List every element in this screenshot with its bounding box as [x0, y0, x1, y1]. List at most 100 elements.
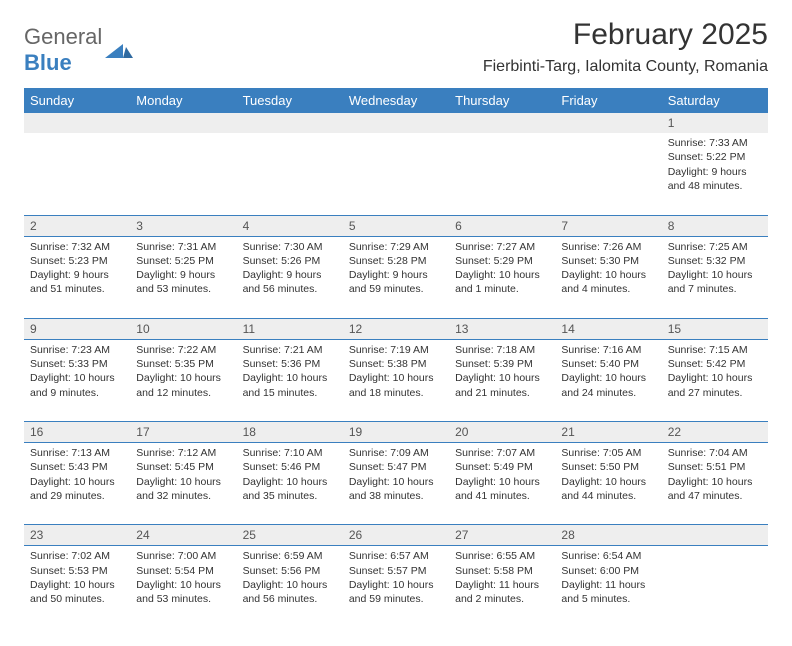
day-number-cell — [237, 113, 343, 133]
daylight-text: Daylight: 10 hours and 41 minutes. — [455, 475, 549, 503]
sunset-text: Sunset: 5:57 PM — [349, 564, 443, 578]
sunset-text: Sunset: 5:26 PM — [243, 254, 337, 268]
weekday-header: Friday — [555, 88, 661, 113]
day-number-cell — [555, 113, 661, 133]
daylight-text: Daylight: 10 hours and 50 minutes. — [30, 578, 124, 606]
sunrise-text: Sunrise: 6:59 AM — [243, 549, 337, 563]
brand-blue: Blue — [24, 50, 72, 75]
day-number-cell — [130, 113, 236, 133]
sunrise-text: Sunrise: 7:15 AM — [668, 343, 762, 357]
sunset-text: Sunset: 5:38 PM — [349, 357, 443, 371]
sunset-text: Sunset: 5:33 PM — [30, 357, 124, 371]
day-detail-cell: Sunrise: 7:18 AMSunset: 5:39 PMDaylight:… — [449, 340, 555, 422]
daylight-text: Daylight: 10 hours and 4 minutes. — [561, 268, 655, 296]
sunset-text: Sunset: 5:46 PM — [243, 460, 337, 474]
weekday-header: Thursday — [449, 88, 555, 113]
day-detail-cell: Sunrise: 7:07 AMSunset: 5:49 PMDaylight:… — [449, 443, 555, 525]
day-detail-cell: Sunrise: 7:23 AMSunset: 5:33 PMDaylight:… — [24, 340, 130, 422]
sunrise-text: Sunrise: 7:10 AM — [243, 446, 337, 460]
day-detail-cell: Sunrise: 7:04 AMSunset: 5:51 PMDaylight:… — [662, 443, 768, 525]
daylight-text: Daylight: 11 hours and 5 minutes. — [561, 578, 655, 606]
day-detail-cell: Sunrise: 7:26 AMSunset: 5:30 PMDaylight:… — [555, 236, 661, 318]
sunset-text: Sunset: 5:51 PM — [668, 460, 762, 474]
daylight-text: Daylight: 9 hours and 51 minutes. — [30, 268, 124, 296]
day-number-cell: 26 — [343, 525, 449, 546]
day-detail-cell: Sunrise: 7:13 AMSunset: 5:43 PMDaylight:… — [24, 443, 130, 525]
day-detail-cell — [449, 133, 555, 215]
sunrise-text: Sunrise: 7:04 AM — [668, 446, 762, 460]
day-number-cell: 6 — [449, 215, 555, 236]
daylight-text: Daylight: 9 hours and 48 minutes. — [668, 165, 762, 193]
daylight-text: Daylight: 11 hours and 2 minutes. — [455, 578, 549, 606]
sunset-text: Sunset: 5:32 PM — [668, 254, 762, 268]
weekday-header: Saturday — [662, 88, 768, 113]
header: General Blue February 2025 Fierbinti-Tar… — [24, 18, 768, 76]
sunset-text: Sunset: 5:49 PM — [455, 460, 549, 474]
daylight-text: Daylight: 10 hours and 27 minutes. — [668, 371, 762, 399]
day-number-cell: 18 — [237, 422, 343, 443]
day-number-cell: 23 — [24, 525, 130, 546]
day-number-row: 232425262728 — [24, 525, 768, 546]
day-detail-row: Sunrise: 7:13 AMSunset: 5:43 PMDaylight:… — [24, 443, 768, 525]
day-number-cell: 12 — [343, 318, 449, 339]
daylight-text: Daylight: 10 hours and 53 minutes. — [136, 578, 230, 606]
daylight-text: Daylight: 10 hours and 38 minutes. — [349, 475, 443, 503]
daylight-text: Daylight: 10 hours and 9 minutes. — [30, 371, 124, 399]
sunset-text: Sunset: 5:30 PM — [561, 254, 655, 268]
weekday-header-row: Sunday Monday Tuesday Wednesday Thursday… — [24, 88, 768, 113]
day-detail-cell: Sunrise: 7:19 AMSunset: 5:38 PMDaylight:… — [343, 340, 449, 422]
day-detail-cell — [343, 133, 449, 215]
day-detail-cell: Sunrise: 7:15 AMSunset: 5:42 PMDaylight:… — [662, 340, 768, 422]
day-number-cell: 19 — [343, 422, 449, 443]
sunset-text: Sunset: 5:42 PM — [668, 357, 762, 371]
daylight-text: Daylight: 10 hours and 56 minutes. — [243, 578, 337, 606]
daylight-text: Daylight: 9 hours and 56 minutes. — [243, 268, 337, 296]
daylight-text: Daylight: 10 hours and 29 minutes. — [30, 475, 124, 503]
title-block: February 2025 Fierbinti-Targ, Ialomita C… — [483, 18, 768, 76]
day-detail-cell: Sunrise: 7:05 AMSunset: 5:50 PMDaylight:… — [555, 443, 661, 525]
sunset-text: Sunset: 5:53 PM — [30, 564, 124, 578]
sunrise-text: Sunrise: 7:29 AM — [349, 240, 443, 254]
sunset-text: Sunset: 5:29 PM — [455, 254, 549, 268]
day-detail-cell: Sunrise: 6:55 AMSunset: 5:58 PMDaylight:… — [449, 546, 555, 628]
day-detail-row: Sunrise: 7:32 AMSunset: 5:23 PMDaylight:… — [24, 236, 768, 318]
calendar-table: Sunday Monday Tuesday Wednesday Thursday… — [24, 88, 768, 628]
day-detail-cell: Sunrise: 7:31 AMSunset: 5:25 PMDaylight:… — [130, 236, 236, 318]
sunrise-text: Sunrise: 6:54 AM — [561, 549, 655, 563]
day-number-row: 16171819202122 — [24, 422, 768, 443]
day-number-cell: 13 — [449, 318, 555, 339]
day-detail-cell: Sunrise: 7:12 AMSunset: 5:45 PMDaylight:… — [130, 443, 236, 525]
daylight-text: Daylight: 10 hours and 24 minutes. — [561, 371, 655, 399]
weekday-header: Sunday — [24, 88, 130, 113]
sunset-text: Sunset: 5:23 PM — [30, 254, 124, 268]
sunset-text: Sunset: 5:47 PM — [349, 460, 443, 474]
day-number-cell: 14 — [555, 318, 661, 339]
sunset-text: Sunset: 5:54 PM — [136, 564, 230, 578]
sunrise-text: Sunrise: 7:18 AM — [455, 343, 549, 357]
day-number-cell — [662, 525, 768, 546]
month-title: February 2025 — [483, 18, 768, 52]
day-detail-cell: Sunrise: 7:25 AMSunset: 5:32 PMDaylight:… — [662, 236, 768, 318]
brand-general: General — [24, 24, 102, 49]
daylight-text: Daylight: 10 hours and 12 minutes. — [136, 371, 230, 399]
sunrise-text: Sunrise: 7:00 AM — [136, 549, 230, 563]
daylight-text: Daylight: 10 hours and 21 minutes. — [455, 371, 549, 399]
day-detail-cell: Sunrise: 7:10 AMSunset: 5:46 PMDaylight:… — [237, 443, 343, 525]
sunrise-text: Sunrise: 7:22 AM — [136, 343, 230, 357]
brand-logo: General Blue — [24, 24, 133, 76]
day-detail-cell: Sunrise: 7:21 AMSunset: 5:36 PMDaylight:… — [237, 340, 343, 422]
daylight-text: Daylight: 10 hours and 1 minute. — [455, 268, 549, 296]
day-detail-cell: Sunrise: 7:02 AMSunset: 5:53 PMDaylight:… — [24, 546, 130, 628]
day-detail-row: Sunrise: 7:02 AMSunset: 5:53 PMDaylight:… — [24, 546, 768, 628]
day-number-cell: 9 — [24, 318, 130, 339]
day-number-cell: 28 — [555, 525, 661, 546]
day-number-cell: 22 — [662, 422, 768, 443]
sunset-text: Sunset: 5:36 PM — [243, 357, 337, 371]
day-number-cell: 24 — [130, 525, 236, 546]
sunrise-text: Sunrise: 7:02 AM — [30, 549, 124, 563]
day-number-cell: 21 — [555, 422, 661, 443]
sunset-text: Sunset: 5:56 PM — [243, 564, 337, 578]
day-number-row: 1 — [24, 113, 768, 133]
day-number-row: 9101112131415 — [24, 318, 768, 339]
weekday-header: Wednesday — [343, 88, 449, 113]
